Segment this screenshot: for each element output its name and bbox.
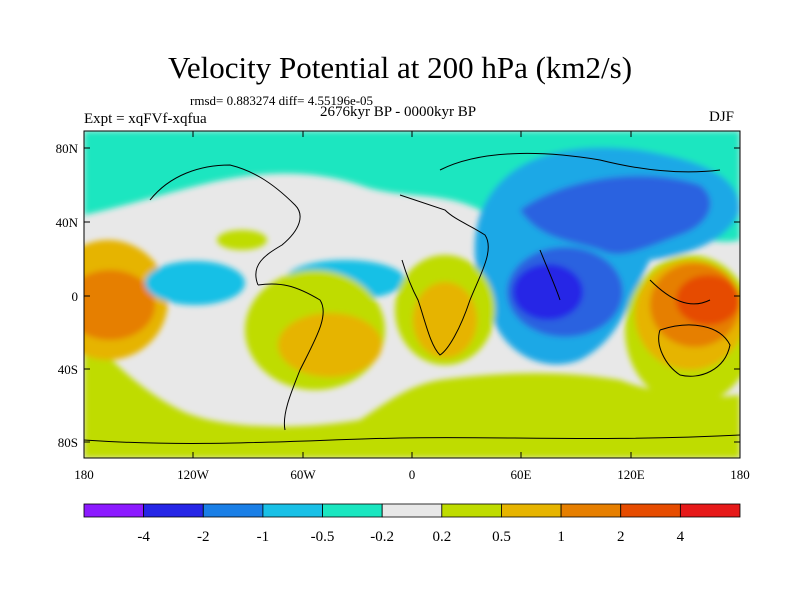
contour-field — [84, 131, 740, 458]
lat-tick-label: 80S — [58, 435, 78, 450]
experiment-label: Expt = xqFVf-xqfua — [84, 111, 207, 127]
colorbar-label: 0.5 — [492, 529, 511, 545]
colorbar-box — [441, 503, 502, 518]
lon-tick-label: 120E — [617, 467, 645, 482]
colorbar-box — [381, 503, 443, 518]
lon-tick-label: 120W — [177, 467, 210, 482]
colorbar-box — [83, 503, 145, 518]
longitude-axis: 180 120W 60W 0 60E 120E 180 — [74, 131, 750, 482]
colorbar-box — [322, 503, 383, 518]
lon-tick-label: 180 — [74, 467, 94, 482]
coastlines — [84, 152, 740, 444]
colorbar-box — [679, 503, 741, 518]
colorbar-label: 4 — [677, 529, 685, 545]
colorbar-box — [620, 503, 681, 518]
lon-tick-label: 0 — [409, 467, 416, 482]
colorbar-label: 2 — [617, 529, 625, 545]
stats-line: rmsd= 0.883274 diff= 4.55196e-05 — [190, 93, 374, 108]
colorbar-label: 0.2 — [432, 529, 451, 545]
colorbar-label: -1 — [257, 529, 270, 545]
lon-tick-label: 60W — [290, 467, 316, 482]
latitude-axis: 80N 40N 0 40S 80S — [56, 141, 740, 450]
plot-title: Velocity Potential at 200 hPa (km2/s) — [167, 50, 633, 85]
lat-tick-label: 40N — [56, 215, 79, 230]
colorbar-box — [202, 503, 264, 518]
colorbar-box — [143, 503, 204, 518]
colorbar-label: -2 — [197, 529, 210, 545]
colorbar: -4 -2 -1 -0.5 -0.2 0.2 0.5 1 2 4 — [83, 503, 741, 545]
colorbar-box — [560, 503, 622, 518]
season-label: DJF — [709, 109, 735, 125]
lat-tick-label: 0 — [72, 289, 79, 304]
lat-tick-label: 40S — [58, 362, 78, 377]
period-label: 2676kyr BP - 0000kyr BP — [320, 104, 477, 120]
colorbar-label: -0.2 — [370, 529, 394, 545]
colorbar-box — [262, 503, 323, 518]
lat-tick-label: 80N — [56, 141, 79, 156]
lon-tick-label: 60E — [511, 467, 532, 482]
colorbar-label: -0.5 — [311, 529, 335, 545]
colorbar-label: -4 — [137, 529, 150, 545]
colorbar-box — [501, 503, 562, 518]
colorbar-label: 1 — [557, 529, 565, 545]
lon-tick-label: 180 — [730, 467, 750, 482]
